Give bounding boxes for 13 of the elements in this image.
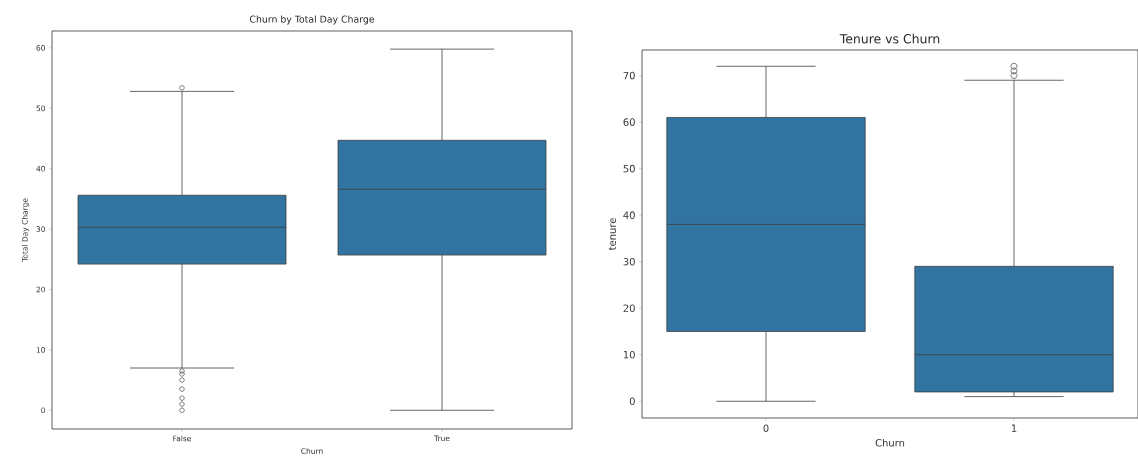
chart-title: Tenure vs Churn: [839, 33, 940, 44]
y-tick-label: 20: [623, 304, 635, 312]
x-tick-label: 1: [1011, 424, 1017, 432]
y-tick-label: 50: [623, 164, 635, 173]
y-tick-label: 60: [623, 118, 635, 126]
chart-title: Churn by Total Day Charge: [250, 15, 375, 25]
y-axis-title: tenure: [608, 218, 616, 251]
y-tick-label: 30: [623, 257, 635, 266]
y-tick-label: 10: [623, 350, 635, 359]
y-tick-label: 40: [623, 211, 635, 219]
y-tick-label: 70: [623, 71, 635, 80]
x-axis-title: Churn: [875, 438, 905, 447]
y-tick-label: 0: [629, 397, 635, 406]
